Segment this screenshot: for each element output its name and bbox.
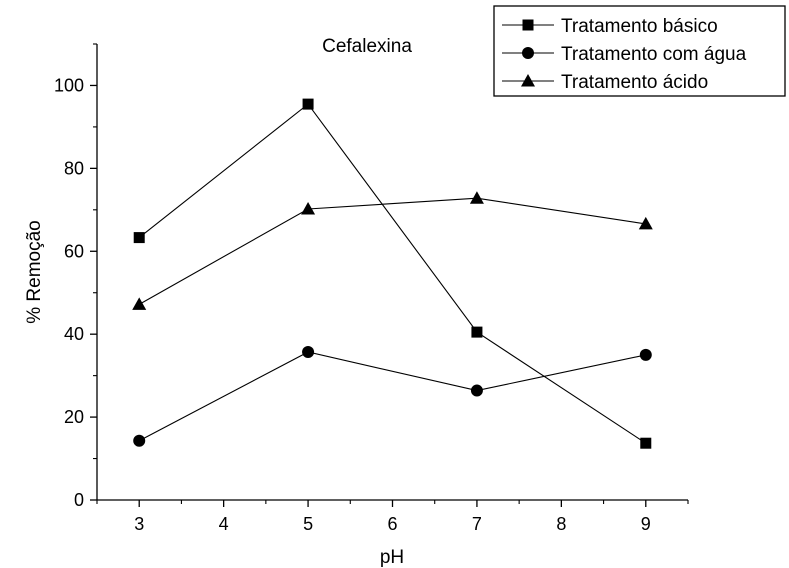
x-tick-label: 4	[219, 514, 229, 534]
data-point-series-2	[639, 348, 652, 361]
y-tick-label: 20	[64, 407, 84, 427]
legend-marker	[522, 47, 534, 59]
x-ticks: 3 4 5 6 7 8 9	[96, 500, 689, 534]
legend-label: Tratamento com água	[561, 44, 747, 65]
data-point-series-1	[640, 437, 652, 449]
legend-marker	[522, 19, 534, 31]
x-tick-label: 3	[134, 514, 144, 534]
x-tick-label: 8	[556, 514, 566, 534]
series-line-2	[138, 351, 646, 442]
data-point-series-2	[133, 434, 146, 447]
y-axis-title: % Remoção	[24, 220, 45, 324]
x-axis-title: pH	[380, 547, 404, 568]
data-point-series-1	[471, 326, 483, 338]
legend: Tratamento básico Tratamento com água Trat…	[493, 5, 786, 97]
legend-label: Tratamento ácido	[561, 72, 708, 93]
y-tick-label: 80	[64, 158, 84, 178]
y-tick-label: 0	[74, 490, 84, 510]
legend-label: Tratamento básico	[561, 16, 718, 37]
y-tick-label: 100	[54, 75, 84, 95]
data-point-series-1	[302, 98, 314, 110]
chart-title: Cefalexina	[322, 36, 412, 57]
y-tick-label: 60	[64, 241, 84, 261]
data-point-series-3	[469, 191, 484, 204]
plot-area: 3 4 5 6 7 8 9 0 20 40 60 80 100	[54, 43, 689, 534]
data-point-series-3	[132, 297, 147, 310]
data-point-series-2	[470, 384, 483, 397]
y-tick-label: 40	[64, 324, 84, 344]
data-point-series-3	[638, 216, 653, 230]
x-tick-label: 9	[641, 514, 651, 534]
x-tick-label: 5	[303, 514, 313, 534]
series-lines	[138, 103, 647, 444]
data-point-series-3	[301, 201, 316, 215]
legend-marker	[521, 74, 535, 87]
series-markers	[132, 98, 653, 449]
data-point-series-2	[302, 346, 315, 359]
series-line-3	[138, 197, 646, 305]
legend-items: Tratamento básico Tratamento com água Trat…	[502, 16, 747, 93]
series-line-1	[138, 103, 647, 444]
x-tick-label: 7	[472, 514, 482, 534]
data-point-series-1	[133, 232, 145, 244]
y-ticks: 0 20 40 60 80 100	[54, 43, 97, 510]
x-tick-label: 6	[387, 514, 397, 534]
